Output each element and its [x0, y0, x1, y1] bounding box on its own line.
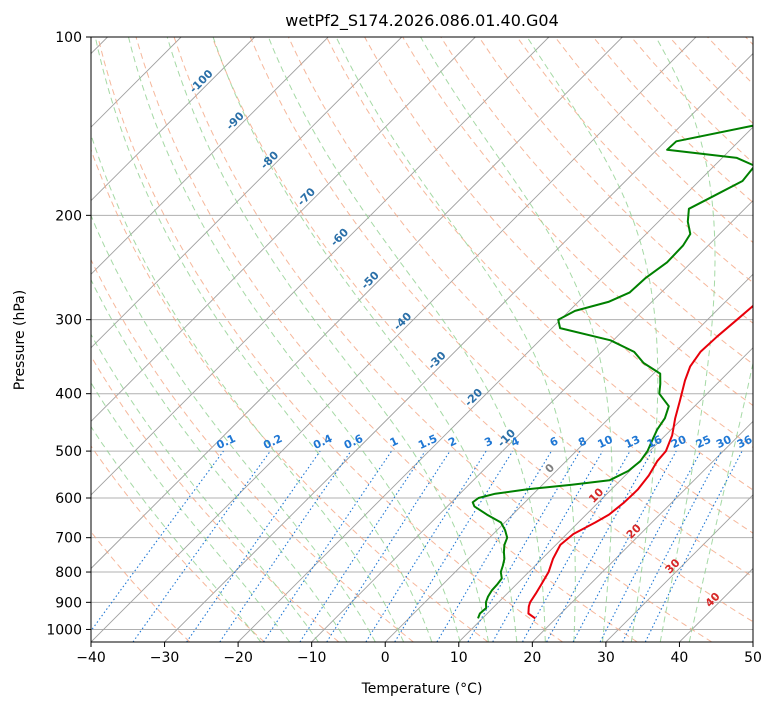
mixing-ratio-line	[573, 451, 676, 642]
y-tick-label: 1000	[46, 622, 82, 638]
x-tick-label: 20	[523, 650, 541, 666]
mixing-ratio-line	[327, 451, 450, 642]
isotherm-line	[0, 37, 402, 642]
y-tick-label: 300	[55, 313, 82, 329]
mixing-ratio-label: 8	[576, 434, 588, 449]
mixing-ratio-label: 10	[596, 433, 616, 451]
temperature-profile-line	[528, 37, 775, 618]
isotherm-line	[0, 37, 255, 642]
mixing-ratio-line	[645, 451, 742, 642]
dry-adiabat-line	[60, 37, 488, 642]
mixing-ratio-label: 3	[482, 434, 494, 449]
dry-adiabat-line	[0, 37, 190, 642]
mixing-ratio-line	[220, 451, 351, 642]
y-tick-label: 500	[55, 444, 82, 460]
dry-adiabat-line	[0, 37, 264, 642]
mixing-ratio-label: 0.2	[261, 432, 284, 452]
isotherm-label: -70	[295, 185, 318, 208]
x-tick-label: 40	[671, 650, 689, 666]
isotherm-line	[679, 37, 775, 642]
dry-adiabat-line	[746, 37, 775, 642]
moist-adiabat-line	[0, 37, 318, 642]
mixing-ratio-label: 2	[446, 434, 458, 449]
dry-adiabat-line	[22, 37, 414, 642]
x-axis-label: Temperature (°C)	[361, 681, 483, 697]
y-tick-label: 200	[55, 208, 82, 224]
x-tick-label: 10	[450, 650, 468, 666]
moist-adiabat-line	[689, 37, 775, 642]
mixing-ratio-line	[600, 451, 701, 642]
dry-adiabat-line	[479, 37, 775, 642]
isotherm-label: 40	[703, 590, 723, 610]
plot-frame	[91, 37, 753, 642]
isotherm-label: -40	[391, 310, 414, 333]
mixing-ratio-label: 4	[509, 434, 522, 449]
mixing-ratio-label: 25	[694, 433, 713, 451]
isotherm-label: -20	[462, 386, 485, 409]
mixing-ratio-label: 36	[735, 433, 755, 451]
x-tick-label: −10	[297, 650, 327, 666]
isotherm-line	[753, 37, 775, 642]
dry-adiabat-line	[98, 37, 563, 642]
isotherm-label: -50	[359, 268, 382, 291]
dry-adiabat-line	[517, 37, 775, 642]
mixing-ratio-label: 1	[388, 434, 400, 449]
moist-adiabat-line	[527, 37, 658, 642]
y-tick-label: 700	[55, 531, 82, 547]
mixing-ratio-line	[547, 451, 652, 642]
isotherm-line	[385, 37, 775, 642]
mixing-ratio-line	[300, 451, 425, 642]
mixing-ratio-label: 0.6	[342, 432, 365, 452]
y-axis-label: Pressure (hPa)	[12, 290, 28, 390]
mixing-ratio-line	[468, 451, 580, 642]
moist-adiabat-line	[0, 37, 261, 642]
y-tick-label: 600	[55, 491, 82, 507]
y-tick-label: 400	[55, 387, 82, 403]
x-tick-label: −20	[223, 650, 253, 666]
x-tick-label: 0	[381, 650, 390, 666]
x-tick-label: −40	[76, 650, 106, 666]
mixing-ratio-label: 13	[623, 433, 642, 451]
background-lines	[0, 37, 775, 642]
dry-adiabat-line	[669, 37, 775, 642]
isotherm-label: 10	[586, 485, 606, 505]
mixing-ratio-label: 1.5	[416, 432, 439, 452]
y-tick-label: 900	[55, 595, 82, 611]
mixing-ratio-line	[437, 451, 552, 642]
moist-adiabat-line	[95, 37, 432, 642]
mixing-ratio-label: 0.4	[311, 432, 334, 452]
moist-adiabat-line	[656, 37, 715, 642]
moist-adiabat-line	[421, 37, 612, 642]
moist-adiabat-line	[213, 37, 517, 642]
mixing-ratio-line	[83, 451, 224, 642]
isotherm-label: 30	[663, 556, 683, 576]
x-tick-label: 50	[744, 650, 762, 666]
x-tick-label: 30	[597, 650, 615, 666]
chart-title: wetPf2_S174.2026.086.01.40.G04	[285, 11, 559, 31]
isotherm-line	[165, 37, 770, 642]
isotherm-label: 20	[624, 521, 644, 541]
moist-adiabat-line	[336, 37, 575, 642]
isotherm-line	[17, 37, 622, 642]
moist-adiabat-line	[167, 37, 488, 642]
isotherm-label: 0	[543, 461, 558, 476]
mixing-ratio-line	[264, 451, 392, 642]
isotherm-label: -80	[258, 148, 281, 171]
isotherm-label: -100	[187, 67, 216, 96]
y-tick-label: 800	[55, 565, 82, 581]
mixing-ratio-label: 30	[714, 433, 734, 451]
isotherm-line	[459, 37, 775, 642]
isotherm-line	[238, 37, 775, 642]
mixing-ratio-label: 6	[548, 434, 561, 449]
mixing-ratio-label: 0.1	[214, 432, 237, 452]
isotherm-line	[312, 37, 775, 642]
isotherm-label: -60	[328, 226, 351, 249]
dry-adiabat-line	[0, 37, 339, 642]
y-tick-label: 100	[55, 30, 82, 46]
x-tick-label: −30	[150, 650, 180, 666]
